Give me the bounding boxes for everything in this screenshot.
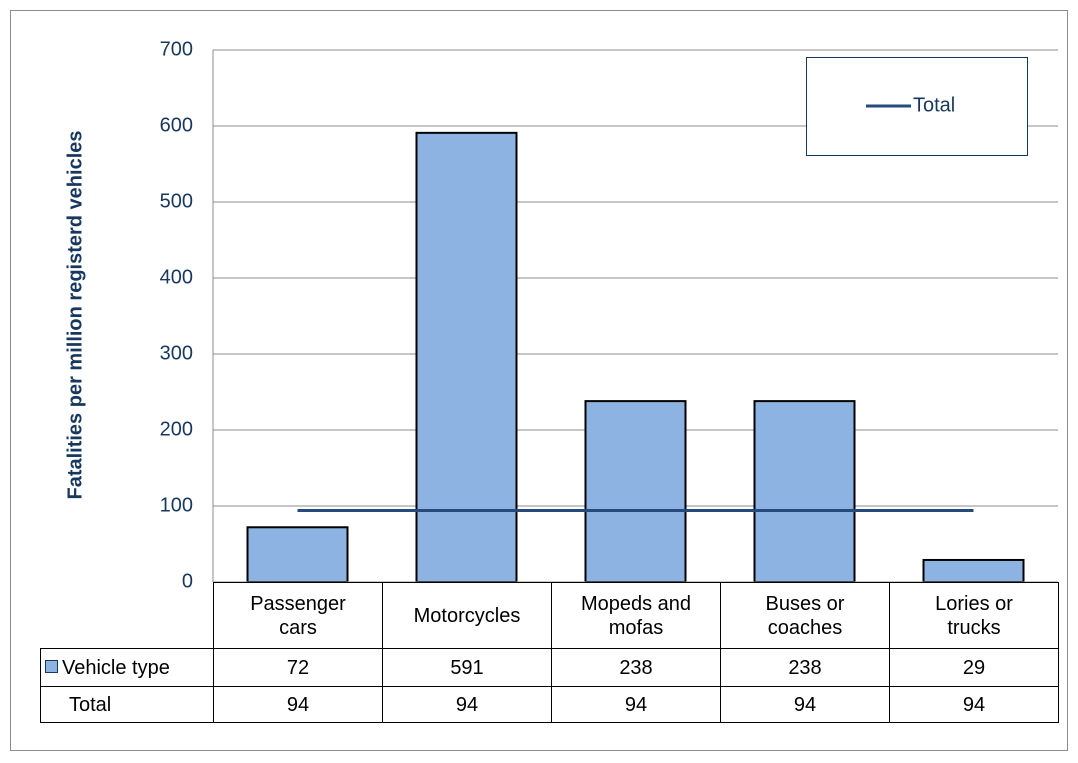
y-tick-label: 700 [160,38,193,60]
x-tick-label: Passenger cars [213,582,383,649]
y-tick-label: 600 [160,114,193,136]
table-value: 72 [213,648,383,687]
table-row: Total 94 94 94 94 94 [40,686,1059,723]
table-row: Vehicle type 72 591 238 238 29 [40,648,1059,687]
table-value: 94 [889,686,1059,723]
legend-box [806,57,1028,156]
x-tick-label: Mopeds and mofas [551,582,721,649]
table-value: 94 [213,686,383,723]
table-row: Passenger cars Motorcycles Mopeds and mofa… [40,582,1059,649]
data-table: Passenger cars Motorcycles Mopeds and mofa… [40,582,1059,723]
y-tick-label: 500 [160,190,193,212]
y-tick-label: 100 [160,494,193,516]
y-tick-label: 0 [182,570,193,592]
table-value: 94 [720,686,890,723]
bar [922,558,1025,584]
bar [753,400,856,583]
table-value: 94 [382,686,552,723]
legend-label: Total [913,94,955,116]
legend-key [45,659,58,673]
bar [415,131,518,583]
legend-label: Vehicle type [62,656,170,679]
table-value: 238 [551,648,721,687]
table-value: 238 [720,648,890,687]
y-tick-label: 300 [160,342,193,364]
legend-label: Total [69,693,112,716]
bar [584,400,687,583]
x-tick-label: Motorcycles [382,582,552,649]
y-axis-label: Fatalities per million registerd vehicle… [64,130,86,499]
legend-entry: Vehicle type [40,648,214,687]
table-corner [40,582,214,649]
y-tick-label: 400 [160,266,193,288]
y-tick-label: 200 [160,418,193,440]
x-tick-label: Buses or coaches [720,582,890,649]
table-value: 591 [382,648,552,687]
legend: Total [806,57,1028,156]
bar [246,526,349,584]
table-value: 94 [551,686,721,723]
legend-entry: Total [40,686,214,723]
x-tick-label: Lories or trucks [889,582,1059,649]
table-value: 29 [889,648,1059,687]
